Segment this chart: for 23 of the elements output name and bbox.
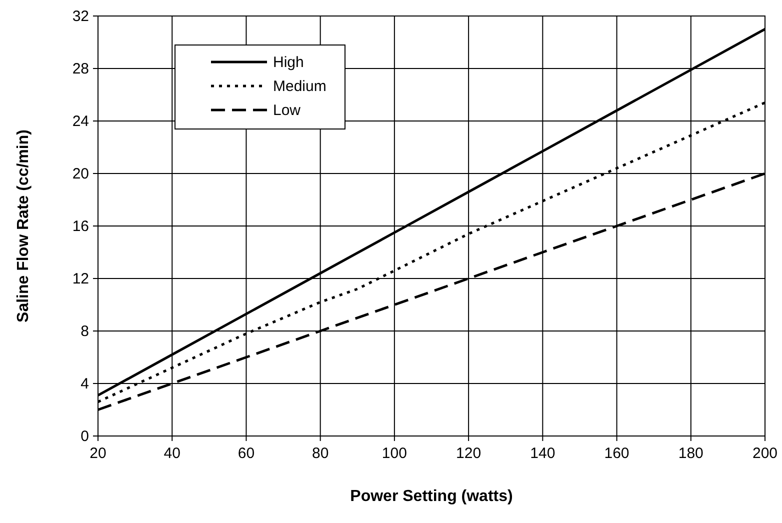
x-tick-label: 200 [752,445,778,462]
y-axis-title: Saline Flow Rate (cc/min) [15,130,32,322]
y-tick-label: 20 [72,166,89,182]
legend-label: Low [273,102,301,119]
y-tick-label: 0 [80,428,89,445]
x-tick-label: 180 [678,445,704,462]
y-tick-label: 24 [72,113,89,130]
x-axis-title: Power Setting (watts) [350,488,513,505]
y-tick-label: 32 [72,8,89,25]
y-tick-label: 16 [72,218,89,235]
x-tick-label: 80 [312,445,329,462]
x-tick-label: 120 [456,445,482,462]
x-tick-label: 40 [164,445,180,462]
x-tick-label: 100 [382,445,407,462]
y-tick-label: 8 [80,323,89,340]
x-tick-label: 160 [604,445,630,462]
y-tick-label: 4 [80,376,89,392]
y-tick-label: 28 [72,60,89,78]
legend-label: Medium [273,78,326,95]
y-tick-label: 12 [72,270,89,288]
x-tick-label: 60 [238,445,255,462]
x-tick-label: 140 [530,445,556,462]
legend-label: High [273,54,304,71]
